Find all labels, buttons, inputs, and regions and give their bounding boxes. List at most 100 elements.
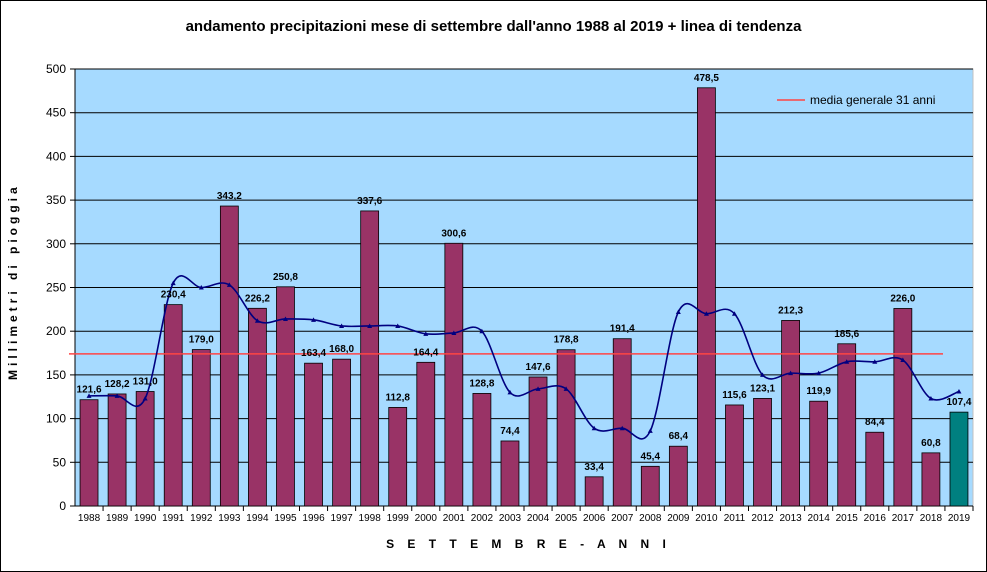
x-tick-label: 2015 — [836, 513, 859, 524]
data-label: 74,4 — [500, 426, 520, 437]
x-tick-label: 2007 — [611, 513, 634, 524]
bar-2014 — [809, 400, 829, 507]
x-tick-label: 2005 — [555, 513, 578, 524]
x-tick-label: 1994 — [246, 513, 269, 524]
x-tick-label: 2003 — [499, 513, 522, 524]
trend-marker — [535, 386, 541, 391]
trend-marker — [198, 285, 204, 290]
bar-2019 — [949, 411, 969, 507]
x-tick-label: 2014 — [808, 513, 831, 524]
bar-2003 — [500, 440, 520, 507]
x-tick-label: 1990 — [134, 513, 157, 524]
data-label: 230,4 — [161, 290, 186, 301]
y-tick-label: 250 — [46, 281, 66, 295]
trend-marker — [507, 389, 513, 395]
data-label: 478,5 — [694, 73, 719, 84]
bar-1996 — [304, 362, 323, 507]
x-tick-label: 1996 — [302, 513, 325, 524]
y-tick-label: 50 — [53, 455, 67, 469]
bar-2011 — [725, 404, 744, 507]
x-tick-label: 2004 — [527, 513, 550, 524]
y-tick-label: 450 — [46, 106, 66, 120]
bar-1997 — [332, 358, 351, 507]
x-tick-label: 2011 — [724, 513, 746, 524]
trend-marker — [114, 393, 120, 398]
x-tick-label: 2013 — [779, 513, 802, 524]
trend-marker — [816, 370, 822, 376]
trend-marker — [928, 395, 934, 401]
y-tick-label: 0 — [59, 499, 66, 513]
x-tick-label: 2017 — [892, 513, 915, 524]
x-axis-title: S E T T E M B R E - A N N I — [386, 537, 671, 551]
x-tick-label: 2002 — [471, 513, 494, 524]
trend-marker — [675, 309, 681, 314]
data-label: 121,6 — [77, 385, 102, 396]
x-tick-label: 2019 — [948, 513, 971, 524]
trend-marker — [872, 359, 878, 364]
y-tick-label: 200 — [46, 324, 66, 338]
data-label: 300,6 — [441, 228, 466, 239]
y-tick-label: 300 — [46, 237, 66, 251]
data-label: 112,8 — [385, 392, 410, 403]
x-tick-label: 1997 — [330, 513, 353, 524]
data-label: 226,2 — [245, 293, 270, 304]
trend-marker — [479, 328, 485, 334]
data-label: 212,3 — [778, 305, 803, 316]
data-label: 33,4 — [584, 462, 604, 473]
data-label: 128,2 — [105, 379, 130, 390]
x-tick-label: 1995 — [274, 513, 297, 524]
data-label: 163,4 — [301, 348, 326, 359]
trend-marker — [142, 395, 148, 401]
bar-2012 — [753, 398, 772, 507]
trend-marker — [451, 330, 457, 335]
data-label: 147,6 — [526, 362, 551, 373]
legend-label: media generale 31 anni — [810, 93, 935, 107]
x-tick-label: 2008 — [639, 513, 662, 524]
trend-marker — [311, 317, 317, 322]
chart-title: andamento precipitazioni mese di settemb… — [185, 18, 802, 35]
data-label: 226,0 — [890, 293, 915, 304]
bar-2005 — [556, 349, 576, 507]
data-label: 119,9 — [806, 386, 831, 397]
x-tick-label: 2010 — [695, 513, 718, 524]
y-tick-label: 500 — [46, 62, 66, 76]
trend-marker — [170, 280, 176, 286]
bar-2017 — [893, 308, 913, 507]
x-tick-label: 1992 — [190, 513, 213, 524]
bar-2006 — [584, 476, 604, 507]
bar-2018 — [921, 452, 941, 507]
bar-2009 — [668, 445, 688, 507]
data-label: 178,8 — [554, 335, 579, 346]
trend-marker — [844, 359, 850, 364]
y-tick-label: 100 — [46, 412, 66, 426]
trend-marker — [226, 282, 232, 287]
x-tick-label: 2009 — [667, 513, 690, 524]
data-label: 60,8 — [921, 438, 941, 449]
trend-marker — [647, 428, 653, 433]
trend-marker — [282, 316, 288, 321]
bar-1999 — [388, 407, 408, 507]
data-label: 164,4 — [413, 347, 438, 358]
bar-2016 — [865, 431, 885, 507]
data-label: 185,6 — [834, 329, 859, 340]
x-tick-label: 2001 — [443, 513, 466, 524]
bar-2004 — [528, 376, 548, 507]
trend-marker — [395, 323, 401, 328]
trend-marker — [563, 386, 569, 391]
bar-1994 — [248, 307, 267, 507]
bar-2013 — [781, 320, 800, 507]
trend-marker — [367, 323, 373, 328]
trend-marker — [423, 331, 429, 336]
x-tick-label: 1999 — [387, 513, 410, 524]
y-tick-label: 400 — [46, 149, 66, 163]
x-tick-label: 1998 — [359, 513, 382, 524]
bar-2015 — [837, 343, 857, 507]
bar-2002 — [472, 393, 492, 507]
data-label: 68,4 — [669, 431, 689, 442]
bar-1989 — [107, 393, 127, 507]
data-label: 337,6 — [357, 196, 382, 207]
data-label: 45,4 — [641, 451, 661, 462]
bar-1991 — [163, 304, 183, 507]
bar-1990 — [135, 391, 155, 507]
